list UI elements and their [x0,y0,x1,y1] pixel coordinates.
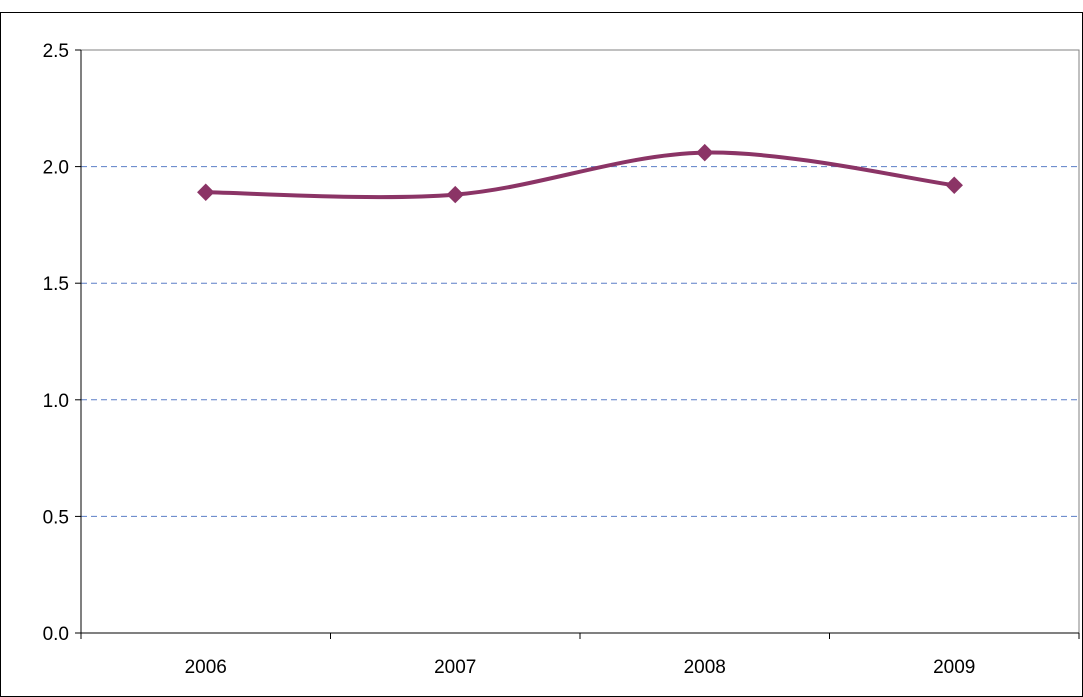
data-point-2009 [945,176,963,194]
data-point-2007 [446,185,464,204]
axis-layer [75,49,1080,639]
data-point-2008 [696,143,714,162]
series-line [205,150,955,200]
series-layer [197,143,963,204]
x-tick-label: 2008 [684,657,726,678]
y-tick-label: 0.5 [43,507,69,528]
y-tick-label: 1.5 [43,274,69,295]
label-layer: 0.0 0.5 1.0 1.5 2.0 2.5 2006 2007 2008 2009 [43,41,976,678]
y-tick-label: 0.0 [43,624,69,645]
y-tick-label: 2.5 [43,41,69,62]
data-point-2006 [197,183,215,201]
x-tick-label: 2009 [933,657,975,678]
x-tick-label: 2006 [185,657,227,678]
plot-area [80,49,1080,634]
y-tick-label: 1.0 [43,391,69,412]
x-tick-label: 2007 [434,657,476,678]
y-tick-label: 2.0 [43,158,69,179]
grid-layer [81,166,1079,517]
